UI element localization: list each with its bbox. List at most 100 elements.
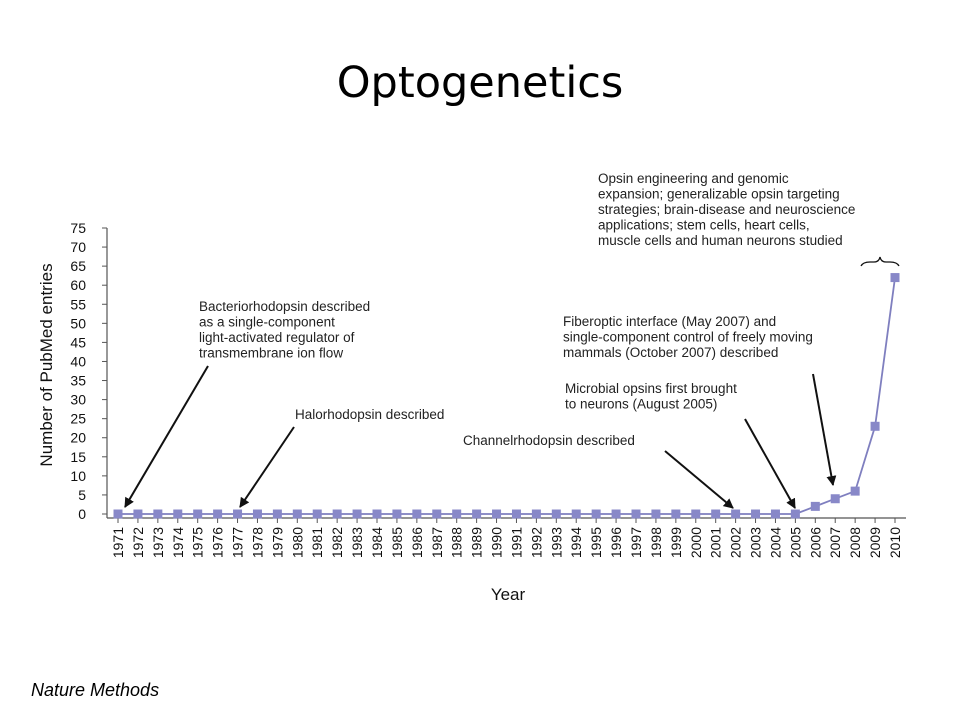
data-point [252, 509, 262, 519]
annotation-arrow [744, 418, 796, 509]
x-tick-label: 1980 [289, 527, 305, 558]
annotation-arrow [239, 426, 295, 508]
x-tick-label: 1981 [309, 527, 325, 558]
data-point [711, 509, 721, 519]
data-point [531, 509, 541, 519]
annotation-line: muscle cells and human neurons studied [598, 233, 843, 248]
annotation-text: Microbial opsins first brought to neurons… [565, 381, 737, 412]
x-tick-label: 1982 [329, 527, 345, 558]
y-tick-label: 10 [70, 468, 86, 484]
annotation-arrow [812, 373, 837, 486]
x-tick-label: 2001 [708, 527, 724, 558]
annotation-text: Channelrhodopsin described [463, 433, 635, 448]
data-point [870, 421, 880, 431]
annotation-line: expansion; generalizable opsin targeting [598, 187, 840, 202]
annotation-line: single-component control of freely movin… [563, 330, 813, 345]
y-tick-label: 65 [70, 258, 86, 274]
x-tick-label: 2003 [748, 527, 764, 558]
data-point [113, 509, 123, 519]
x-tick-label: 1992 [528, 527, 544, 558]
annotation-text: Halorhodopsin described [295, 407, 444, 422]
data-point [392, 509, 402, 519]
x-tick-label: 1998 [648, 527, 664, 558]
x-tick-label: 1976 [210, 527, 226, 558]
x-tick-label: 1979 [269, 527, 285, 558]
y-tick-label: 15 [70, 449, 86, 465]
y-tick-label: 20 [70, 430, 86, 446]
x-tick-label: 1984 [369, 527, 385, 558]
data-point [312, 509, 322, 519]
y-tick-label: 0 [78, 506, 86, 522]
annotation-line: Microbial opsins first brought [565, 381, 737, 396]
annotation-arrow [124, 365, 209, 508]
y-tick-group: 0 5 10 15 20 25 30 35 40 45 50 55 60 65 70 75 [70, 220, 107, 522]
x-tick-label: 1971 [110, 527, 126, 558]
x-tick-label: 2008 [847, 527, 863, 558]
x-tick-label: 1994 [568, 527, 584, 558]
x-tick-label: 1985 [389, 527, 405, 558]
x-tick-label: 2002 [728, 527, 744, 558]
x-tick-label: 1983 [349, 527, 365, 558]
x-tick-label: 1975 [190, 527, 206, 558]
data-point [751, 509, 761, 519]
data-point [790, 509, 800, 519]
annotation-line: Halorhodopsin described [295, 407, 444, 422]
x-tick-label: 2010 [887, 527, 903, 558]
x-tick-label: 2009 [867, 527, 883, 558]
x-tick-label: 1991 [508, 527, 524, 558]
x-tick-label: 1990 [489, 527, 505, 558]
data-point [173, 509, 183, 519]
annotation-line: strategies; brain-disease and neuroscien… [598, 202, 855, 217]
annotation-arrow [664, 450, 734, 509]
annotation-text: Fiberoptic interface (May 2007) and singl… [563, 314, 813, 360]
x-tick-label: 2000 [688, 527, 704, 558]
x-tick-label: 1978 [249, 527, 265, 558]
annotation-text: Opsin engineering and genomic expansion; … [598, 171, 855, 248]
annotation-line: mammals (October 2007) described [563, 345, 778, 360]
annotation-line: applications; stem cells, heart cells, [598, 218, 810, 233]
y-tick-label: 35 [70, 373, 86, 389]
annotation-brace [860, 256, 900, 267]
data-point [332, 509, 342, 519]
x-tick-label: 1986 [409, 527, 425, 558]
data-point [432, 509, 442, 519]
data-point [770, 509, 780, 519]
x-tick-label: 1974 [170, 527, 186, 558]
y-tick-label: 75 [70, 220, 86, 236]
y-tick-label: 25 [70, 411, 86, 427]
x-tick-label: 1999 [668, 527, 684, 558]
data-point [850, 486, 860, 496]
data-point [671, 509, 681, 519]
x-tick-label: 2004 [767, 527, 783, 558]
y-tick-label: 40 [70, 353, 86, 369]
data-point [492, 509, 502, 519]
data-point [551, 509, 561, 519]
x-tick-label: 1997 [628, 527, 644, 558]
data-point [193, 509, 203, 519]
series-group [113, 273, 900, 519]
data-point [591, 509, 601, 519]
data-point [511, 509, 521, 519]
x-tick-label: 1977 [230, 527, 246, 558]
x-tick-group: 1971 1972 1973 1974 1975 1976 1977 1978 1979 1980… [110, 518, 903, 558]
x-tick-label: 1993 [548, 527, 564, 558]
y-tick-label: 45 [70, 334, 86, 350]
data-point [213, 509, 223, 519]
annotation-line: Fiberoptic interface (May 2007) and [563, 314, 776, 329]
data-point [890, 273, 900, 283]
y-tick-label: 70 [70, 239, 86, 255]
x-tick-label: 1973 [150, 527, 166, 558]
data-point [651, 509, 661, 519]
slide-title: Optogenetics [336, 58, 624, 108]
source-credit: Nature Methods [31, 680, 160, 700]
data-point [571, 509, 581, 519]
annotation-line: as a single-component [199, 315, 335, 330]
x-tick-label: 1996 [608, 527, 624, 558]
data-point [631, 509, 641, 519]
x-tick-label: 1989 [469, 527, 485, 558]
data-point [731, 509, 741, 519]
y-tick-label: 60 [70, 277, 86, 293]
annotation-line: light-activated regulator of [199, 330, 355, 345]
data-point [153, 509, 163, 519]
